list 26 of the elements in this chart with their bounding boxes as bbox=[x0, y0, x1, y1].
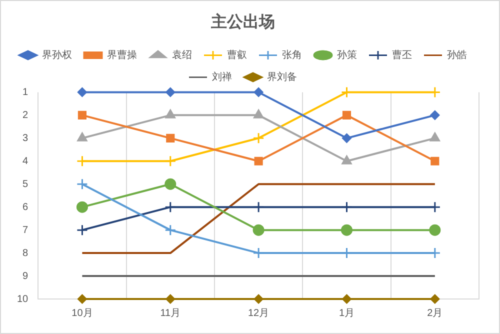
y-tick-label: 8 bbox=[22, 248, 29, 259]
x-tick-label: 12月 bbox=[248, 308, 270, 319]
legend-label: 袁绍 bbox=[172, 48, 192, 61]
y-tick-label: 10 bbox=[17, 294, 29, 305]
y-tick-label: 7 bbox=[22, 224, 29, 236]
x-tick-label: 11月 bbox=[160, 308, 181, 319]
y-tick-label: 2 bbox=[22, 110, 29, 121]
y-tick-label: 6 bbox=[22, 202, 29, 213]
x-tick-label: 10月 bbox=[72, 308, 93, 319]
legend-label: 曹叡 bbox=[227, 48, 247, 61]
legend-label: 张角 bbox=[282, 48, 302, 61]
y-tick-label: 3 bbox=[22, 132, 29, 144]
x-tick-label: 2月 bbox=[427, 308, 443, 319]
chart-title: 主公出场 bbox=[210, 12, 275, 31]
x-tick-label: 1月 bbox=[338, 308, 355, 319]
y-tick-label: 1 bbox=[22, 86, 29, 98]
y-tick-label: 9 bbox=[22, 270, 29, 282]
legend-label: 孙皓 bbox=[447, 48, 467, 61]
legend-label: 曹丕 bbox=[392, 48, 412, 61]
legend-label: 界孙权 bbox=[42, 48, 72, 61]
y-tick-label: 5 bbox=[22, 178, 29, 190]
legend-label: 界曹操 bbox=[107, 48, 137, 61]
legend-label: 界刘备 bbox=[267, 70, 297, 83]
legend-label: 孙策 bbox=[337, 48, 357, 61]
legend-label: 刘禅 bbox=[212, 70, 232, 83]
y-tick-label: 4 bbox=[22, 156, 29, 167]
